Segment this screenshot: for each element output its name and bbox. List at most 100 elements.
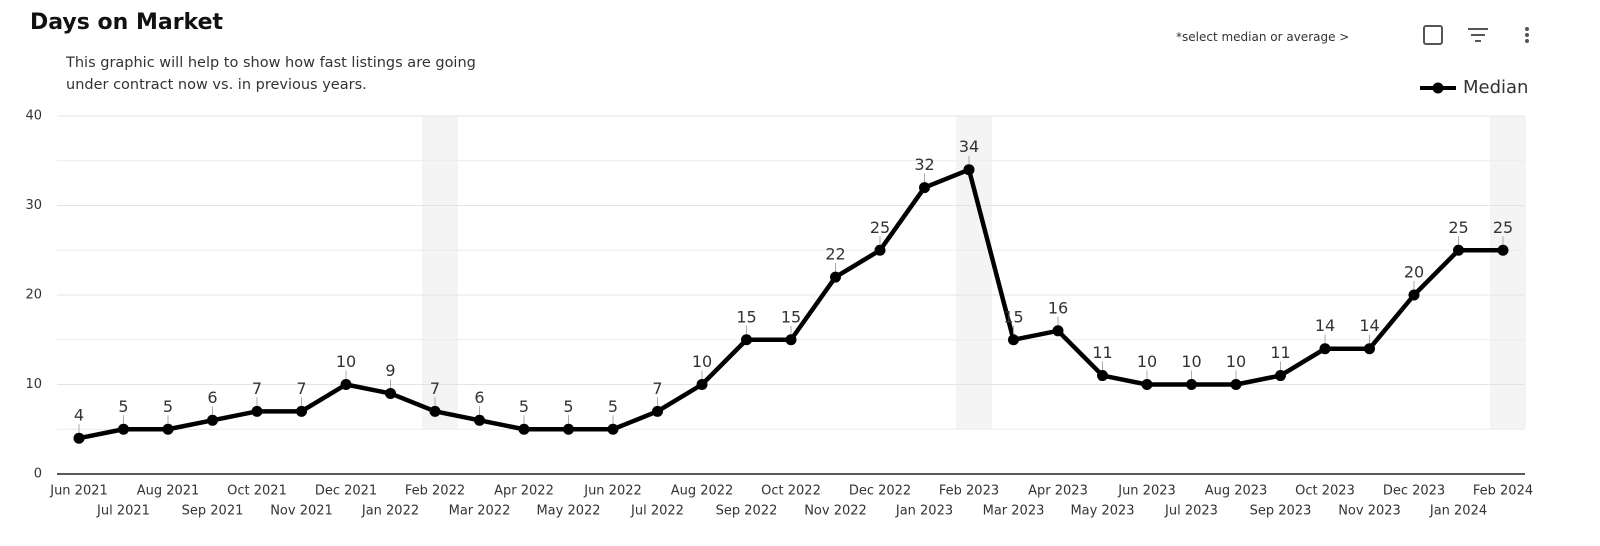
filter-icon[interactable]	[1468, 28, 1488, 42]
data-point	[340, 379, 352, 390]
data-point	[963, 164, 975, 176]
data-point	[1364, 343, 1375, 355]
data-point	[830, 271, 841, 283]
x-tick-label: Apr 2022	[494, 484, 554, 499]
x-tick-label: Nov 2022	[804, 504, 867, 519]
data-point	[785, 334, 797, 346]
data-point	[919, 182, 930, 194]
data-label: 10	[1226, 352, 1246, 371]
data-point	[1497, 244, 1509, 256]
y-tick-label: 0	[34, 467, 42, 482]
x-tick-label: Mar 2023	[983, 504, 1045, 519]
data-label: 5	[563, 397, 573, 416]
data-point	[118, 423, 129, 435]
x-tick-label: Dec 2023	[1383, 484, 1445, 499]
data-label: 15	[781, 307, 801, 326]
chart-title: Days on Market	[30, 10, 224, 35]
data-label: 15	[736, 307, 756, 326]
data-point	[1097, 370, 1108, 382]
x-tick-label: Sep 2021	[182, 504, 244, 519]
x-tick-label: May 2023	[1070, 504, 1134, 519]
data-label: 4	[74, 406, 84, 425]
data-point	[563, 423, 574, 435]
x-tick-label: Jan 2024	[1429, 504, 1487, 519]
data-label: 5	[608, 397, 618, 416]
data-label: 25	[870, 218, 890, 237]
x-tick-label: Aug 2022	[671, 484, 734, 499]
series-line	[78, 167, 1503, 441]
x-tick-label: Dec 2021	[315, 484, 377, 499]
data-label: 5	[118, 397, 128, 416]
x-tick-label: Nov 2021	[270, 504, 333, 519]
legend-label: Median	[1463, 77, 1528, 98]
x-tick-label: May 2022	[536, 504, 600, 519]
insights-icon[interactable]	[1423, 25, 1443, 45]
data-label: 9	[385, 361, 395, 380]
data-point	[518, 423, 530, 435]
data-label: 11	[1092, 343, 1112, 362]
data-point	[385, 387, 396, 399]
data-label: 25	[1493, 218, 1513, 237]
toolbar	[1423, 25, 1529, 45]
data-point	[1453, 244, 1464, 256]
data-point	[741, 334, 752, 346]
highlight-band	[422, 116, 458, 429]
data-label: 16	[1048, 298, 1068, 317]
x-tick-label: Sep 2022	[716, 504, 778, 519]
data-point	[1230, 379, 1242, 390]
data-label: 5	[519, 397, 529, 416]
x-tick-label: Feb 2023	[939, 484, 999, 499]
y-tick-label: 10	[25, 377, 42, 392]
data-point	[1008, 334, 1019, 346]
data-point	[1141, 379, 1153, 390]
x-tick-label: Jun 2022	[583, 484, 642, 499]
x-tick-label: Apr 2023	[1028, 484, 1088, 499]
x-tick-label: Aug 2023	[1205, 484, 1268, 499]
data-label: 6	[207, 388, 217, 407]
data-label: 22	[825, 245, 845, 264]
data-label: 11	[1270, 343, 1290, 362]
y-tick-label: 20	[25, 288, 42, 303]
data-label: 15	[1003, 307, 1023, 326]
x-tick-label: Oct 2021	[227, 484, 287, 499]
data-point	[1275, 370, 1286, 382]
highlight-band	[956, 116, 992, 429]
data-label: 7	[430, 379, 440, 398]
data-label: 5	[163, 397, 173, 416]
data-label: 14	[1359, 316, 1379, 335]
data-point	[296, 405, 307, 417]
x-tick-label: Nov 2023	[1338, 504, 1401, 519]
data-label: 14	[1315, 316, 1335, 335]
x-tick-label: Jun 2021	[49, 484, 108, 499]
data-point	[1052, 325, 1064, 337]
data-label: 7	[296, 379, 306, 398]
data-point	[696, 379, 708, 390]
data-point	[1408, 289, 1420, 301]
data-label: 20	[1404, 263, 1424, 282]
x-tick-label: Jan 2022	[361, 504, 419, 519]
legend-marker	[1432, 82, 1444, 94]
x-tick-label: Sep 2023	[1250, 504, 1312, 519]
data-label: 7	[652, 379, 662, 398]
data-label: 10	[336, 352, 356, 371]
x-tick-label: Jun 2023	[1117, 484, 1176, 499]
selector-note[interactable]: *select median or average >	[1176, 30, 1350, 44]
x-tick-label: Jul 2023	[1164, 504, 1218, 519]
highlight-band	[1490, 116, 1526, 429]
y-tick-label: 30	[25, 198, 42, 213]
data-point	[652, 405, 663, 417]
data-point	[874, 244, 886, 256]
data-label: 10	[692, 352, 712, 371]
data-point	[207, 414, 218, 426]
more-icon[interactable]	[1525, 27, 1529, 43]
data-label: 10	[1137, 352, 1157, 371]
data-point	[162, 423, 174, 435]
x-tick-label: Aug 2021	[137, 484, 200, 499]
data-point	[429, 405, 441, 417]
x-tick-label: Mar 2022	[449, 504, 511, 519]
data-point	[607, 423, 619, 435]
data-label: 34	[959, 137, 979, 156]
data-point	[73, 432, 85, 444]
